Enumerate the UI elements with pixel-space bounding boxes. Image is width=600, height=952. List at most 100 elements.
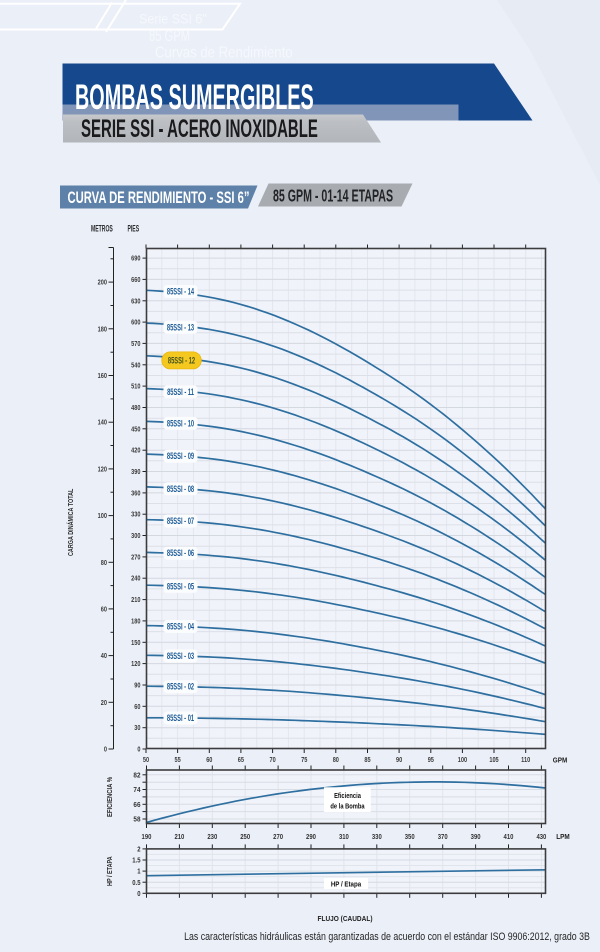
svg-text:58: 58: [133, 816, 140, 824]
svg-text:de la Bomba: de la Bomba: [330, 803, 364, 811]
svg-text:85SSI - 06: 85SSI - 06: [167, 548, 194, 559]
svg-text:690: 690: [131, 255, 141, 263]
svg-text:85SSI - 07: 85SSI - 07: [167, 516, 194, 527]
svg-text:430: 430: [536, 834, 546, 842]
svg-text:90: 90: [396, 756, 403, 764]
svg-text:85SSI - 04: 85SSI - 04: [167, 621, 195, 632]
svg-text:350: 350: [405, 834, 415, 842]
svg-text:80: 80: [333, 756, 340, 764]
svg-text:30: 30: [134, 725, 141, 733]
svg-text:82: 82: [133, 772, 140, 780]
svg-text:2: 2: [137, 846, 141, 854]
svg-text:85SSI - 05: 85SSI - 05: [167, 581, 194, 592]
svg-text:85SSI - 09: 85SSI - 09: [167, 451, 194, 462]
svg-text:Curvas de Rendimiento: Curvas de Rendimiento: [155, 45, 293, 62]
svg-text:100: 100: [458, 756, 468, 764]
svg-text:80: 80: [101, 559, 108, 567]
svg-text:85SSI - 12: 85SSI - 12: [168, 355, 195, 366]
svg-text:85SSI - 08: 85SSI - 08: [167, 484, 194, 495]
svg-text:85SSI - 13: 85SSI - 13: [167, 322, 194, 333]
svg-text:95: 95: [428, 756, 435, 764]
svg-text:200: 200: [98, 279, 108, 287]
svg-text:540: 540: [131, 362, 141, 370]
svg-text:0.5: 0.5: [132, 879, 141, 887]
svg-text:GPM: GPM: [553, 757, 568, 765]
svg-text:55: 55: [174, 756, 181, 764]
svg-text:660: 660: [131, 276, 141, 284]
svg-text:480: 480: [131, 404, 141, 412]
svg-text:65: 65: [238, 756, 245, 764]
svg-text:310: 310: [339, 834, 349, 842]
svg-text:100: 100: [98, 513, 108, 521]
svg-text:75: 75: [301, 756, 308, 764]
svg-text:85 GPM: 85 GPM: [149, 26, 190, 45]
svg-text:510: 510: [131, 383, 141, 391]
svg-text:330: 330: [372, 834, 382, 842]
svg-text:180: 180: [131, 618, 141, 626]
svg-text:450: 450: [131, 426, 141, 434]
svg-text:HP / ETAPA: HP / ETAPA: [106, 856, 114, 886]
svg-text:300: 300: [131, 532, 141, 540]
svg-text:1: 1: [137, 868, 141, 876]
svg-text:330: 330: [131, 511, 141, 519]
svg-text:Las características hidráulica: Las características hidráulicas están ga…: [184, 931, 590, 943]
svg-text:370: 370: [438, 834, 448, 842]
svg-text:160: 160: [98, 372, 108, 380]
svg-text:150: 150: [131, 639, 141, 647]
svg-text:600: 600: [131, 319, 141, 327]
svg-text:120: 120: [98, 466, 108, 474]
svg-text:HP / Etapa: HP / Etapa: [331, 881, 362, 888]
svg-text:210: 210: [174, 834, 184, 842]
svg-text:85SSI - 10: 85SSI - 10: [167, 418, 194, 429]
svg-text:66: 66: [133, 802, 140, 810]
svg-text:390: 390: [131, 468, 141, 476]
svg-text:Eficiencia: Eficiencia: [334, 792, 361, 800]
svg-text:390: 390: [471, 834, 481, 842]
svg-text:1.5: 1.5: [132, 857, 141, 865]
svg-text:290: 290: [306, 834, 316, 842]
svg-text:0: 0: [104, 746, 108, 754]
svg-text:METROS: METROS: [91, 223, 113, 234]
svg-text:60: 60: [101, 606, 108, 614]
svg-text:190: 190: [142, 834, 152, 842]
svg-text:CARGA DINÁMICA TOTAL: CARGA DINÁMICA TOTAL: [65, 489, 75, 556]
svg-text:120: 120: [131, 661, 141, 669]
svg-text:360: 360: [131, 490, 141, 498]
svg-text:180: 180: [98, 326, 108, 334]
svg-text:210: 210: [131, 597, 141, 605]
svg-text:110: 110: [521, 756, 530, 764]
svg-text:CURVA DE RENDIMIENTO - SSI 6”: CURVA DE RENDIMIENTO - SSI 6”: [68, 189, 250, 208]
svg-text:LPM: LPM: [556, 834, 570, 842]
svg-text:630: 630: [131, 298, 141, 306]
svg-text:PIES: PIES: [127, 223, 139, 234]
svg-text:85SSI - 14: 85SSI - 14: [167, 286, 195, 297]
svg-text:60: 60: [206, 756, 213, 764]
svg-text:90: 90: [134, 682, 141, 690]
svg-text:240: 240: [131, 575, 141, 583]
svg-text:74: 74: [133, 787, 140, 795]
svg-text:570: 570: [131, 340, 141, 348]
svg-text:40: 40: [101, 653, 108, 661]
svg-text:0: 0: [137, 891, 141, 899]
svg-text:420: 420: [131, 447, 141, 455]
svg-text:20: 20: [101, 699, 108, 707]
svg-text:140: 140: [98, 419, 108, 427]
svg-text:250: 250: [240, 834, 250, 842]
svg-text:FLUJO (CAUDAL): FLUJO (CAUDAL): [318, 916, 373, 923]
svg-text:85: 85: [364, 756, 371, 764]
svg-text:70: 70: [269, 756, 276, 764]
svg-text:60: 60: [134, 703, 141, 711]
svg-text:50: 50: [143, 756, 150, 764]
svg-text:85SSI - 01: 85SSI - 01: [167, 713, 194, 724]
svg-text:EFICIENCIA %: EFICIENCIA %: [107, 777, 115, 817]
svg-text:270: 270: [131, 554, 141, 562]
svg-text:105: 105: [489, 756, 499, 764]
svg-text:SERIE SSI - ACERO INOXIDABLE: SERIE SSI - ACERO INOXIDABLE: [81, 115, 318, 143]
svg-text:85SSI - 02: 85SSI - 02: [167, 681, 194, 692]
svg-text:Serie SSI 6”: Serie SSI 6”: [139, 11, 207, 27]
svg-text:85SSI - 03: 85SSI - 03: [167, 651, 194, 662]
svg-text:85 GPM - 01-14 ETAPAS: 85 GPM - 01-14 ETAPAS: [273, 187, 393, 206]
svg-text:BOMBAS SUMERGIBLES: BOMBAS SUMERGIBLES: [75, 78, 314, 117]
svg-text:0: 0: [137, 746, 141, 754]
svg-text:85SSI - 11: 85SSI - 11: [167, 387, 194, 398]
